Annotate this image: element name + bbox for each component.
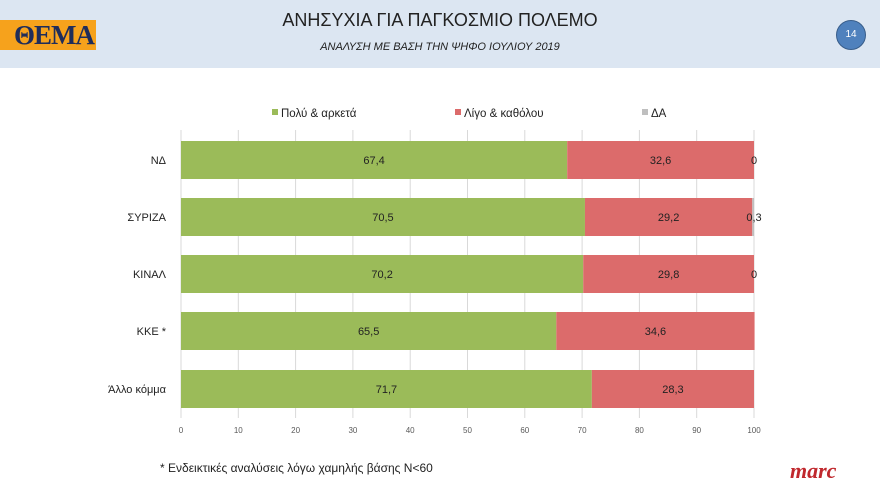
x-tick-label: 40 (406, 426, 415, 435)
data-label: 70,2 (371, 269, 392, 281)
x-tick-label: 90 (692, 426, 701, 435)
x-tick-label: 30 (348, 426, 357, 435)
legend-label: Πολύ & αρκετά (281, 108, 357, 120)
legend-swatch (272, 109, 278, 115)
logo: ΘΕΜΑ (0, 20, 96, 50)
data-label: 29,2 (658, 212, 679, 224)
x-tick-label: 50 (463, 426, 472, 435)
x-tick-label: 70 (578, 426, 587, 435)
data-label: 29,8 (658, 269, 679, 281)
legend-label: Λίγο & καθόλου (464, 108, 544, 120)
bar-segment (181, 141, 568, 179)
category-label: ΝΔ (151, 155, 167, 167)
bar-segment (583, 255, 754, 293)
category-label: ΣΥΡΙΖΑ (127, 212, 166, 224)
bar-segment (752, 198, 754, 236)
bar-segment (181, 312, 557, 350)
page-number-badge: 14 (836, 20, 866, 50)
header: ΘΕΜΑ ΑΝΗΣΥΧΙΑ ΓΙΑ ΠΑΓΚΟΣΜΙΟ ΠΟΛΕΜΟ ΑΝΑΛΥ… (0, 0, 880, 68)
x-tick-label: 0 (179, 426, 184, 435)
bar-segment (556, 312, 755, 350)
data-label: 67,4 (363, 155, 384, 167)
brand-logo: marc (790, 458, 837, 483)
data-label: 70,5 (372, 212, 393, 224)
page-title: ΑΝΗΣΥΧΙΑ ΓΙΑ ΠΑΓΚΟΣΜΙΟ ΠΟΛΕΜΟ (282, 10, 598, 30)
legend-swatch (642, 109, 648, 115)
page-subtitle: ΑΝΑΛΥΣΗ ΜΕ ΒΑΣΗ ΤΗΝ ΨΗΦΟ ΙΟΥΛΙΟΥ 2019 (320, 41, 560, 53)
x-tick-label: 80 (635, 426, 644, 435)
data-label: 0 (751, 269, 757, 281)
data-label: 65,5 (358, 326, 379, 338)
x-tick-label: 20 (291, 426, 300, 435)
bar-segment (181, 255, 584, 293)
bar-segment (584, 198, 753, 236)
category-label: Άλλο κόμμα (108, 384, 167, 396)
x-tick-label: 60 (520, 426, 529, 435)
x-tick-label: 100 (747, 426, 761, 435)
data-label: 0,3 (746, 212, 761, 224)
x-tick-label: 10 (234, 426, 243, 435)
legend-label: ΔΑ (651, 108, 667, 120)
bar-segment (591, 370, 754, 408)
data-label: 71,7 (376, 384, 397, 396)
data-label: 0 (751, 155, 757, 167)
data-label: 34,6 (645, 326, 666, 338)
bar-segment (181, 198, 585, 236)
category-label: ΚΙΝΑΛ (133, 269, 167, 281)
legend-swatch (455, 109, 461, 115)
footnote: * Ενδεικτικές αναλύσεις λόγω χαμηλής βάσ… (160, 461, 433, 475)
bar-segment (567, 141, 754, 179)
bar-segment (181, 370, 592, 408)
category-label: ΚΚΕ * (137, 326, 167, 338)
data-label: 32,6 (650, 155, 671, 167)
data-label: 28,3 (662, 384, 683, 396)
